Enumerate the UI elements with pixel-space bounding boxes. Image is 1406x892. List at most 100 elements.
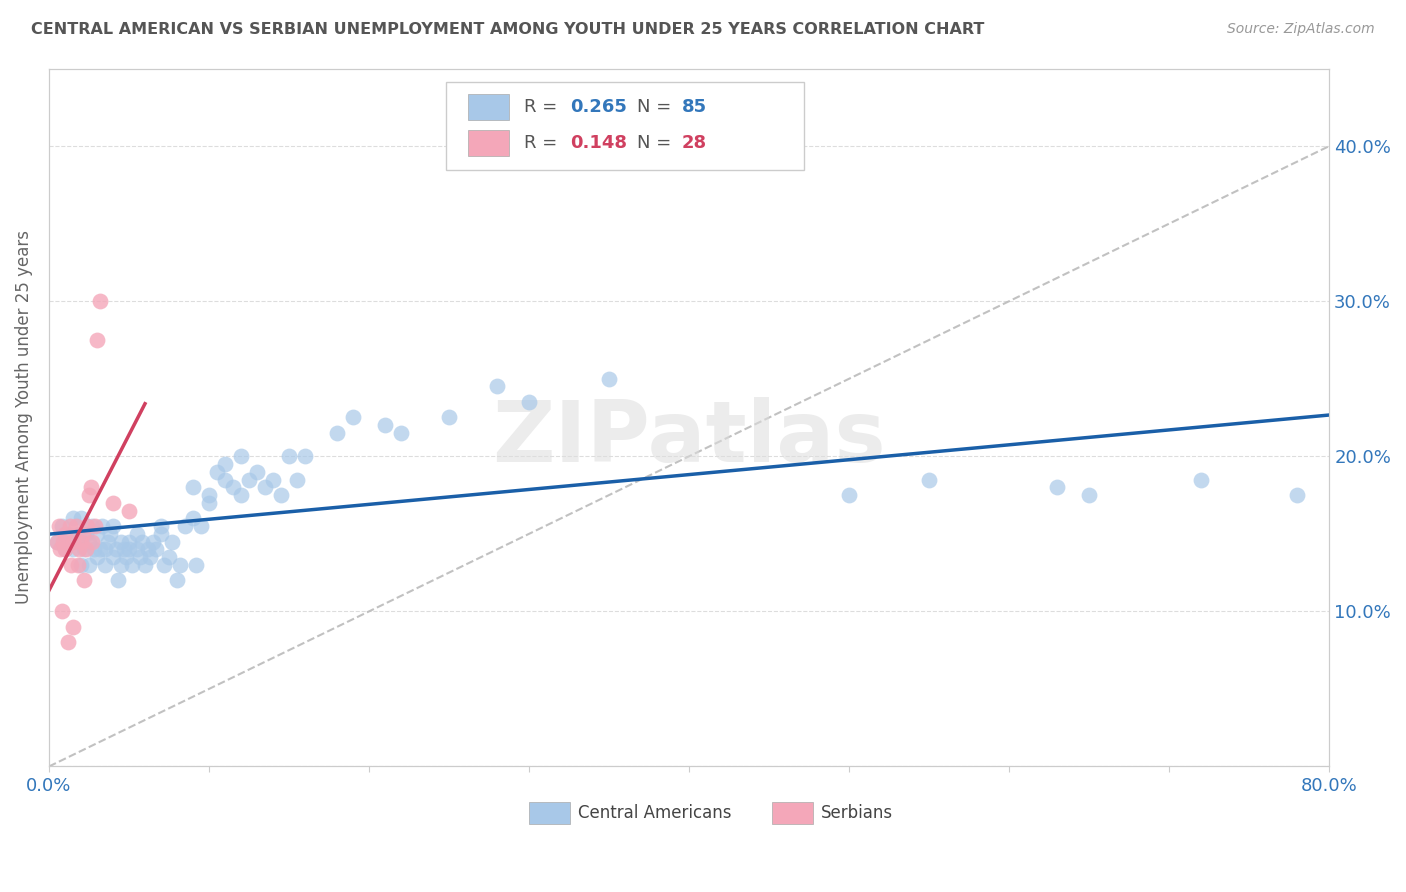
Point: [134, 558, 156, 572]
Point: [46, 534, 69, 549]
Point: [79, 480, 101, 494]
Point: [326, 425, 349, 440]
Point: [517, 395, 540, 409]
Point: [118, 542, 141, 557]
Point: [86, 333, 108, 347]
Point: [56, 526, 79, 541]
FancyBboxPatch shape: [468, 130, 509, 156]
Point: [48, 519, 70, 533]
Point: [62, 620, 84, 634]
Point: [67, 542, 90, 557]
Point: [66, 558, 89, 572]
FancyBboxPatch shape: [772, 802, 813, 824]
Text: CENTRAL AMERICAN VS SERBIAN UNEMPLOYMENT AMONG YOUTH UNDER 25 YEARS CORRELATION : CENTRAL AMERICAN VS SERBIAN UNEMPLOYMENT…: [31, 22, 984, 37]
Point: [229, 450, 252, 464]
Point: [72, 526, 94, 541]
Text: R =: R =: [524, 134, 562, 153]
Point: [125, 526, 148, 541]
Point: [107, 574, 129, 588]
Point: [70, 558, 93, 572]
Point: [89, 542, 111, 557]
Text: 0.265: 0.265: [569, 98, 627, 116]
Point: [205, 465, 228, 479]
Point: [918, 473, 941, 487]
Point: [486, 379, 509, 393]
FancyBboxPatch shape: [446, 82, 804, 169]
Point: [51, 519, 73, 533]
Point: [65, 519, 87, 533]
Point: [1189, 473, 1212, 487]
Point: [150, 526, 173, 541]
Point: [70, 511, 93, 525]
Point: [838, 488, 860, 502]
Point: [229, 488, 252, 502]
Point: [82, 519, 104, 533]
Point: [86, 526, 108, 541]
Point: [181, 480, 204, 494]
Point: [66, 526, 89, 541]
Point: [84, 519, 107, 533]
Point: [160, 534, 183, 549]
Point: [118, 534, 141, 549]
Point: [97, 534, 120, 549]
Point: [60, 558, 83, 572]
Text: 28: 28: [682, 134, 707, 153]
FancyBboxPatch shape: [529, 802, 569, 824]
Point: [129, 550, 152, 565]
Point: [142, 534, 165, 549]
Point: [114, 550, 136, 565]
Point: [253, 480, 276, 494]
Point: [94, 558, 117, 572]
Point: [181, 511, 204, 525]
Point: [270, 488, 292, 502]
Point: [110, 558, 132, 572]
Point: [73, 542, 96, 557]
Point: [77, 488, 100, 502]
Text: Central Americans: Central Americans: [578, 805, 731, 822]
Point: [83, 542, 105, 557]
Point: [101, 550, 124, 565]
Point: [56, 635, 79, 649]
Text: R =: R =: [524, 98, 562, 116]
Point: [118, 503, 141, 517]
Point: [153, 558, 176, 572]
Text: Serbians: Serbians: [821, 805, 893, 822]
Point: [101, 496, 124, 510]
Point: [53, 542, 76, 557]
Text: N =: N =: [637, 98, 676, 116]
Point: [145, 542, 167, 557]
Text: 0.148: 0.148: [569, 134, 627, 153]
Point: [73, 574, 96, 588]
Point: [238, 473, 260, 487]
Point: [342, 410, 364, 425]
Point: [51, 604, 73, 618]
Point: [214, 473, 236, 487]
Point: [374, 418, 396, 433]
Point: [136, 542, 159, 557]
Point: [1078, 488, 1101, 502]
Point: [598, 372, 620, 386]
Point: [198, 488, 221, 502]
Point: [186, 558, 208, 572]
Point: [246, 465, 269, 479]
Point: [46, 534, 69, 549]
Point: [150, 519, 173, 533]
Y-axis label: Unemployment Among Youth under 25 years: Unemployment Among Youth under 25 years: [15, 230, 32, 605]
Point: [198, 496, 221, 510]
Point: [59, 519, 82, 533]
Point: [190, 519, 212, 533]
Point: [1046, 480, 1069, 494]
Point: [105, 542, 128, 557]
Point: [70, 534, 93, 549]
Point: [294, 450, 316, 464]
FancyBboxPatch shape: [468, 94, 509, 120]
Point: [131, 534, 153, 549]
Text: Source: ZipAtlas.com: Source: ZipAtlas.com: [1227, 22, 1375, 37]
Point: [62, 542, 84, 557]
Point: [214, 457, 236, 471]
Point: [82, 534, 104, 549]
Point: [89, 294, 111, 309]
Point: [166, 574, 188, 588]
Point: [112, 542, 135, 557]
Point: [222, 480, 245, 494]
